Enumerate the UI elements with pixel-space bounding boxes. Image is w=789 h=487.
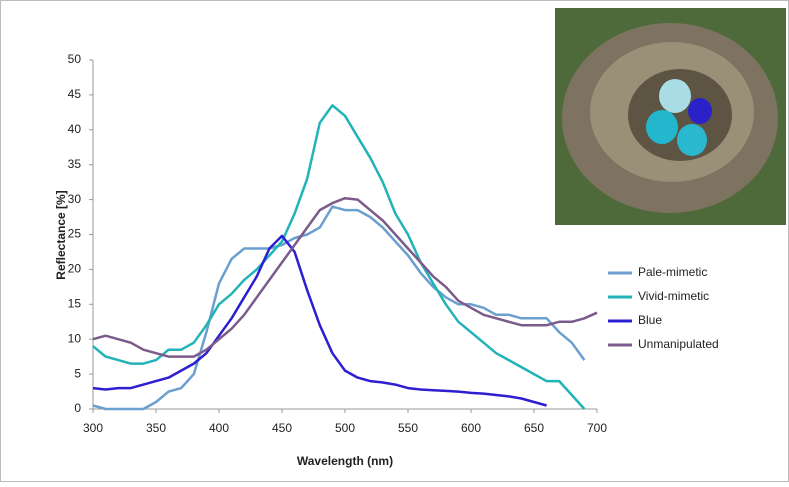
x-tick-label: 500 [335, 421, 355, 435]
y-tick-label: 40 [68, 122, 82, 136]
y-tick-label: 20 [68, 262, 82, 276]
y-tick-label: 5 [74, 366, 81, 380]
y-tick-label: 50 [68, 52, 82, 66]
series-line [92, 104, 586, 410]
x-tick-label: 650 [524, 421, 544, 435]
x-tick-label: 450 [272, 421, 292, 435]
x-tick-label: 600 [461, 421, 481, 435]
legend-label: Vivid-mimetic [638, 289, 709, 303]
y-tick-label: 0 [74, 401, 81, 415]
y-tick-label: 15 [68, 296, 82, 310]
x-axis-title: Wavelength (nm) [297, 454, 393, 468]
legend-label: Blue [638, 313, 662, 327]
x-tick-label: 550 [398, 421, 418, 435]
y-axis-title: Reflectance [%] [54, 190, 68, 279]
y-tick-label: 25 [68, 227, 82, 241]
legend-label: Unmanipulated [638, 337, 719, 351]
x-tick-label: 350 [146, 421, 166, 435]
y-tick-label: 35 [68, 157, 82, 171]
egg-blue [688, 98, 712, 124]
x-tick-label: 700 [587, 421, 607, 435]
y-tick-label: 45 [68, 87, 82, 101]
series-line [92, 205, 586, 411]
series-line [92, 234, 547, 407]
series-line [92, 196, 598, 358]
y-tick-label: 10 [68, 331, 82, 345]
photo-inset [555, 8, 786, 225]
x-tick-label: 300 [83, 421, 103, 435]
legend-label: Pale-mimetic [638, 265, 707, 279]
egg-vivid [646, 110, 678, 144]
egg-pale [659, 79, 691, 113]
x-tick-label: 400 [209, 421, 229, 435]
egg-vivid [677, 124, 707, 156]
y-tick-label: 30 [68, 192, 82, 206]
